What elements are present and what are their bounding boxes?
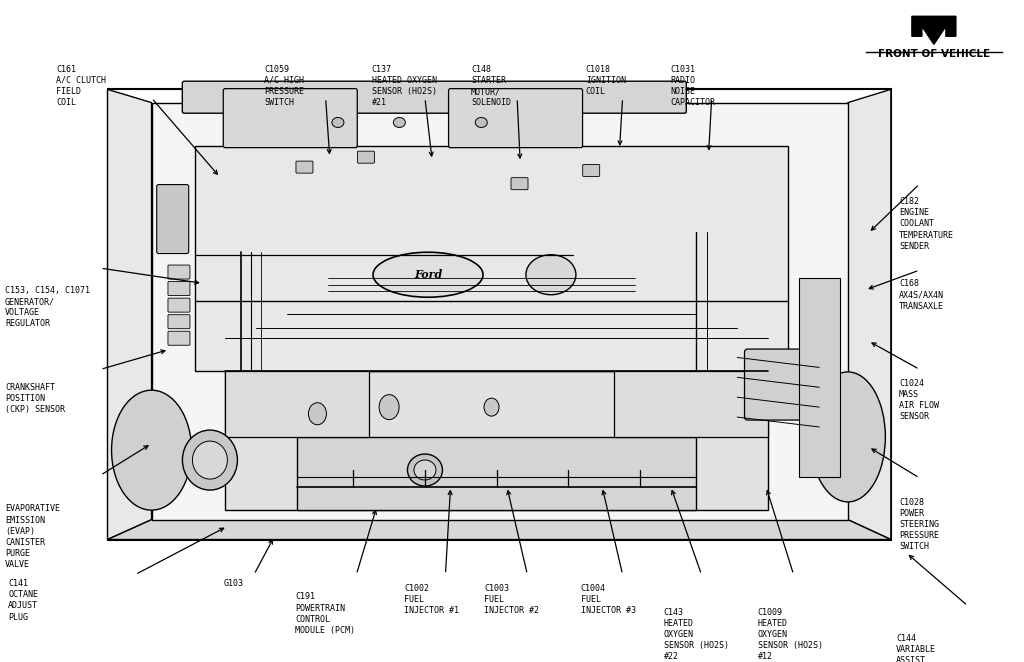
Polygon shape (195, 146, 788, 371)
Polygon shape (225, 371, 768, 510)
Text: C1059
A/C HIGH
PRESSURE
SWITCH: C1059 A/C HIGH PRESSURE SWITCH (264, 65, 304, 107)
FancyBboxPatch shape (168, 265, 190, 279)
Text: CRANKSHAFT
POSITION
(CKP) SENSOR: CRANKSHAFT POSITION (CKP) SENSOR (5, 383, 66, 414)
FancyBboxPatch shape (511, 177, 528, 190)
Polygon shape (614, 371, 768, 437)
Text: C141
OCTANE
ADJUST
PLUG: C141 OCTANE ADJUST PLUG (8, 579, 38, 622)
Text: C137
HEATED OXYGEN
SENSOR (HO2S)
#21: C137 HEATED OXYGEN SENSOR (HO2S) #21 (372, 65, 436, 107)
Ellipse shape (379, 395, 399, 420)
Polygon shape (108, 520, 891, 540)
Ellipse shape (393, 117, 406, 128)
Polygon shape (799, 278, 840, 477)
FancyBboxPatch shape (744, 349, 806, 420)
Ellipse shape (373, 252, 483, 297)
Text: C1003
FUEL
INJECTOR #2: C1003 FUEL INJECTOR #2 (484, 584, 540, 615)
Ellipse shape (810, 372, 886, 502)
Text: Ford: Ford (414, 269, 442, 280)
FancyBboxPatch shape (168, 281, 190, 296)
Text: FRONT OF VEHICLE: FRONT OF VEHICLE (878, 49, 990, 60)
FancyBboxPatch shape (223, 89, 357, 148)
Text: C168
AX4S/AX4N
TRANSAXLE: C168 AX4S/AX4N TRANSAXLE (899, 279, 944, 310)
FancyBboxPatch shape (357, 151, 375, 164)
FancyBboxPatch shape (157, 185, 188, 254)
Text: C144
VARIABLE
ASSIST
POWER
STEERING
(VAPS)
ACTUATOR: C144 VARIABLE ASSIST POWER STEERING (VAP… (896, 634, 936, 662)
Polygon shape (912, 17, 955, 44)
FancyBboxPatch shape (296, 161, 313, 173)
Text: G103: G103 (223, 579, 244, 589)
Text: C148
STARTER
MOTOR/
SOLENOID: C148 STARTER MOTOR/ SOLENOID (471, 65, 511, 107)
Text: C1018
IGNITION
COIL: C1018 IGNITION COIL (586, 65, 626, 96)
FancyBboxPatch shape (583, 164, 600, 177)
Text: C1031
RADIO
NOISE
CAPACITOR: C1031 RADIO NOISE CAPACITOR (671, 65, 716, 107)
Ellipse shape (332, 117, 344, 128)
Text: C161
A/C CLUTCH
FIELD
COIL: C161 A/C CLUTCH FIELD COIL (56, 65, 106, 107)
Polygon shape (848, 89, 891, 540)
Ellipse shape (193, 441, 227, 479)
Text: C1009
HEATED
OXYGEN
SENSOR (HO2S)
#12: C1009 HEATED OXYGEN SENSOR (HO2S) #12 (758, 608, 822, 661)
FancyBboxPatch shape (168, 314, 190, 329)
FancyBboxPatch shape (168, 331, 190, 346)
Ellipse shape (414, 460, 436, 480)
Text: C1028
POWER
STEERING
PRESSURE
SWITCH: C1028 POWER STEERING PRESSURE SWITCH (899, 498, 939, 551)
Ellipse shape (526, 255, 575, 295)
FancyBboxPatch shape (182, 81, 686, 113)
Polygon shape (225, 371, 369, 437)
Text: EVAPORATIVE
EMISSION
(EVAP)
CANISTER
PURGE
VALVE: EVAPORATIVE EMISSION (EVAP) CANISTER PUR… (5, 504, 60, 569)
Text: C153, C154, C1071
GENERATOR/
VOLTAGE
REGULATOR: C153, C154, C1071 GENERATOR/ VOLTAGE REG… (5, 286, 90, 328)
Text: C191
POWERTRAIN
CONTROL
MODULE (PCM): C191 POWERTRAIN CONTROL MODULE (PCM) (295, 592, 355, 635)
Ellipse shape (308, 402, 327, 425)
Text: C1004
FUEL
INJECTOR #3: C1004 FUEL INJECTOR #3 (581, 584, 636, 615)
FancyBboxPatch shape (449, 89, 583, 148)
Ellipse shape (112, 390, 191, 510)
Text: C1002
FUEL
INJECTOR #1: C1002 FUEL INJECTOR #1 (404, 584, 460, 615)
Ellipse shape (475, 117, 487, 128)
Text: C1024
MASS
AIR FLOW
SENSOR: C1024 MASS AIR FLOW SENSOR (899, 379, 939, 421)
Text: C143
HEATED
OXYGEN
SENSOR (HO2S)
#22: C143 HEATED OXYGEN SENSOR (HO2S) #22 (664, 608, 728, 661)
Ellipse shape (182, 430, 238, 490)
Ellipse shape (484, 398, 499, 416)
Polygon shape (152, 103, 848, 520)
Ellipse shape (408, 454, 442, 486)
Polygon shape (108, 89, 152, 540)
Polygon shape (297, 437, 696, 510)
Text: C182
ENGINE
COOLANT
TEMPERATURE
SENDER: C182 ENGINE COOLANT TEMPERATURE SENDER (899, 197, 954, 251)
FancyBboxPatch shape (168, 298, 190, 312)
